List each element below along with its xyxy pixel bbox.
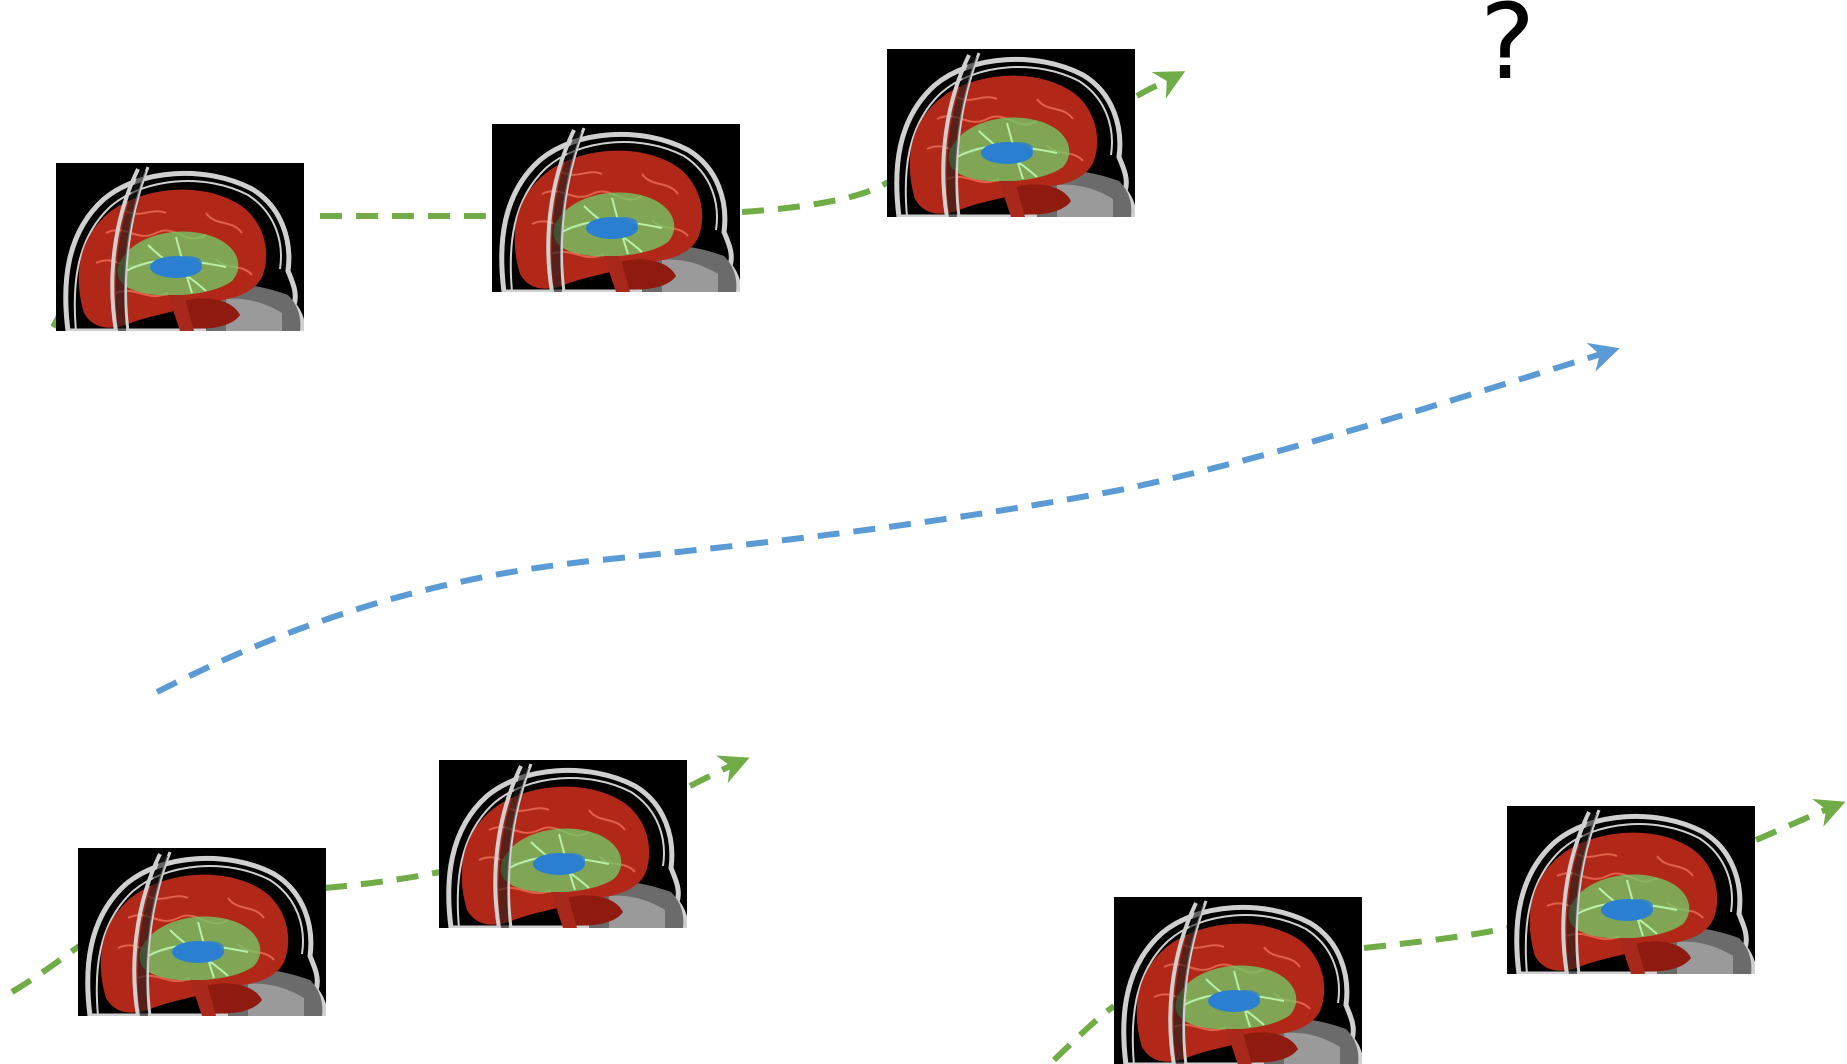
unknown-future-marker: ?	[1480, 0, 1536, 103]
brain-mri-scan-2-1	[78, 848, 326, 1016]
population-trajectory	[155, 342, 1620, 695]
brain-mri-scan-1-2	[492, 124, 740, 292]
subject-1-trajectory	[50, 49, 1186, 331]
brain-mri-scan-1-1	[56, 163, 304, 331]
brain-mri-scan-3-2	[1507, 806, 1755, 974]
subject-2-trajectory	[10, 755, 750, 1016]
brain-mri-scan-1-3	[887, 49, 1135, 217]
subject-3-trajectory	[1051, 798, 1846, 1064]
brain-mri-scan-2-2	[439, 760, 687, 928]
brain-mri-scan-3-1	[1114, 897, 1362, 1064]
